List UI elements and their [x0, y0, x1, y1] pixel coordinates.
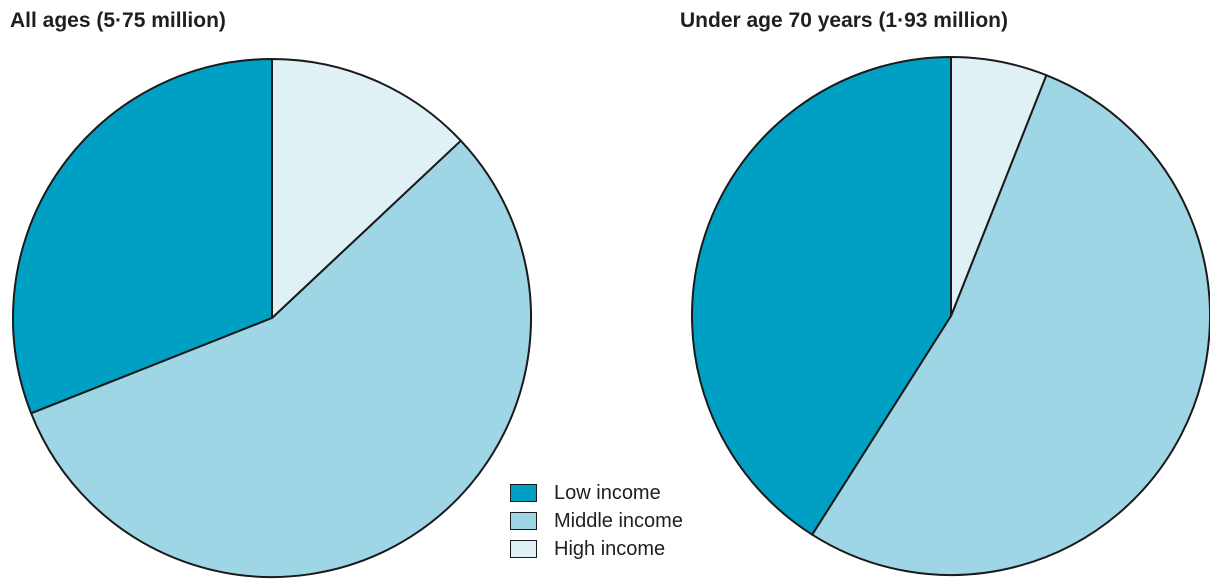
- chart-title-all-ages: All ages (5·75 million): [10, 9, 226, 32]
- legend: Low income Middle income High income: [510, 479, 683, 563]
- legend-item-low-income: Low income: [510, 479, 683, 507]
- chart-title-under-70: Under age 70 years (1·93 million): [680, 9, 1008, 32]
- legend-item-high-income: High income: [510, 535, 683, 563]
- pie-slice-under-70-middle-income: [811, 74, 1210, 577]
- legend-swatch-low-income: [510, 484, 537, 502]
- legend-swatch-middle-income: [510, 512, 537, 530]
- legend-label-low-income: Low income: [554, 481, 661, 504]
- pie-slice-under-70-low-income: [691, 56, 952, 536]
- legend-label-high-income: High income: [554, 537, 666, 560]
- pie-all-ages: [12, 58, 532, 579]
- pie-slice-under-70-high-income: [950, 56, 1048, 317]
- legend-item-middle-income: Middle income: [510, 507, 683, 535]
- pie-slice-all-ages-high-income: [271, 58, 462, 319]
- legend-swatch-high-income: [510, 540, 537, 558]
- pie-slice-all-ages-low-income: [12, 58, 273, 415]
- pie-under-70: [691, 56, 1210, 577]
- legend-label-middle-income: Middle income: [554, 509, 683, 532]
- pie-slice-all-ages-middle-income: [30, 139, 532, 579]
